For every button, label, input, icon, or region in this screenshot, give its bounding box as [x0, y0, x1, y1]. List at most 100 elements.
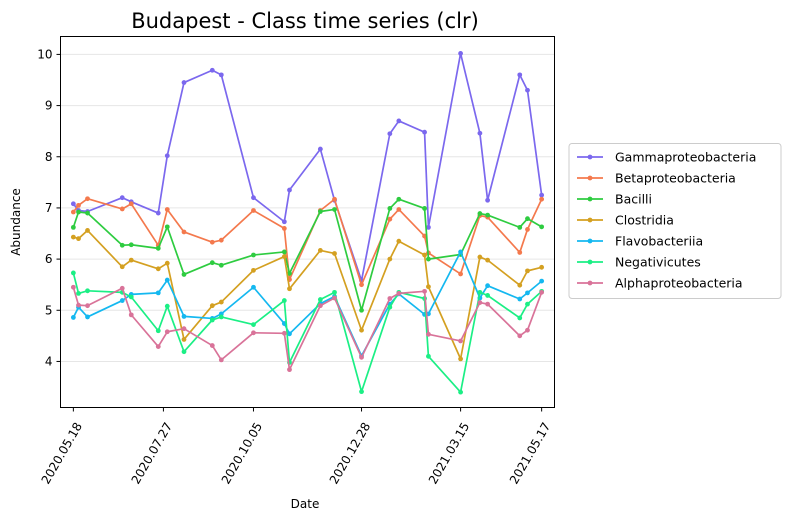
legend-label: Alphaproteobacteria — [615, 276, 743, 291]
data-point — [458, 50, 463, 56]
legend-marker — [587, 259, 593, 265]
data-point — [517, 296, 523, 302]
series-line — [72, 287, 543, 371]
data-point — [281, 225, 287, 231]
legend-marker — [587, 238, 593, 244]
legend-item: Flavobacteriia — [577, 234, 703, 249]
data-point — [128, 312, 134, 318]
data-point — [458, 389, 463, 395]
data-point — [426, 224, 431, 230]
data-point — [164, 260, 170, 266]
data-point — [422, 288, 427, 294]
data-point — [164, 277, 170, 283]
data-point — [426, 331, 431, 337]
x-tick-label: 2020.05.18 — [39, 420, 85, 487]
legend-label: Clostridia — [615, 213, 674, 228]
series-bacilli — [70, 196, 545, 313]
data-point — [485, 212, 491, 218]
data-point — [119, 242, 125, 248]
data-point — [76, 202, 81, 208]
data-point — [251, 252, 256, 258]
legend-marker — [587, 175, 593, 181]
data-point — [251, 195, 256, 201]
series-line — [72, 197, 543, 286]
data-point — [76, 302, 81, 308]
data-point — [181, 326, 187, 332]
data-point — [119, 298, 125, 303]
data-point — [70, 234, 76, 240]
data-point — [181, 349, 187, 355]
data-point — [251, 322, 256, 328]
legend-label: Bacilli — [615, 192, 652, 207]
data-point — [477, 211, 483, 216]
data-point — [281, 330, 287, 336]
data-point — [485, 283, 491, 289]
y-tick-label: 9 — [45, 99, 53, 113]
data-point — [517, 250, 523, 255]
data-point — [119, 195, 125, 201]
data-point — [218, 314, 224, 320]
data-point — [164, 329, 170, 335]
legend-item: Negativicutes — [577, 255, 701, 270]
x-tick-label: 2021.03.15 — [426, 420, 472, 487]
data-point — [287, 271, 292, 276]
data-point — [128, 294, 134, 300]
data-point — [477, 130, 483, 136]
x-axis-label: Date — [291, 497, 320, 511]
data-point — [539, 224, 545, 230]
legend-label: Gammaproteobacteria — [615, 150, 756, 165]
data-point — [396, 207, 402, 212]
data-point — [209, 67, 215, 73]
data-point — [164, 153, 170, 159]
data-point — [287, 331, 292, 337]
data-point — [218, 299, 224, 305]
data-point — [281, 249, 287, 255]
data-point — [85, 196, 90, 202]
data-point — [218, 357, 224, 363]
data-point — [317, 209, 323, 214]
data-point — [209, 260, 215, 266]
data-point — [477, 254, 483, 260]
data-point — [539, 196, 545, 202]
data-point — [525, 290, 530, 296]
legend-marker — [587, 217, 593, 223]
data-point — [164, 303, 170, 309]
data-point — [477, 300, 483, 305]
data-point — [209, 317, 215, 323]
x-tick-label: 2020.07.27 — [129, 420, 175, 487]
data-point — [209, 239, 215, 245]
y-tick-label: 4 — [45, 354, 53, 368]
data-point — [287, 187, 292, 193]
data-point — [209, 343, 215, 348]
legend-item: Bacilli — [577, 192, 652, 207]
data-point — [517, 282, 523, 288]
data-point — [155, 290, 161, 296]
plot-frame — [60, 36, 555, 408]
data-point — [85, 314, 90, 320]
data-point — [332, 207, 337, 212]
data-point — [426, 256, 431, 262]
data-point — [539, 289, 545, 295]
data-point — [517, 333, 523, 339]
x-tick-label: 2021.05.17 — [507, 420, 553, 487]
legend-label: Negativicutes — [615, 255, 701, 270]
data-point — [458, 249, 463, 255]
data-point — [164, 207, 170, 212]
data-point — [155, 245, 161, 251]
legend: Gammaproteobacteria Betaproteobacteria Bac… — [568, 143, 782, 299]
data-point — [396, 118, 402, 124]
data-point — [181, 272, 187, 277]
legend-marker — [587, 154, 593, 160]
data-point — [317, 248, 323, 253]
data-point — [396, 290, 402, 296]
data-point — [359, 282, 364, 288]
x-tick-label: 2020.10.05 — [219, 420, 265, 487]
data-point — [332, 289, 337, 295]
data-point — [517, 315, 523, 321]
data-point — [76, 236, 81, 242]
series-clostridia — [70, 228, 545, 362]
y-tick-label: 10 — [37, 47, 52, 61]
data-point — [128, 257, 134, 263]
data-point — [181, 229, 187, 235]
